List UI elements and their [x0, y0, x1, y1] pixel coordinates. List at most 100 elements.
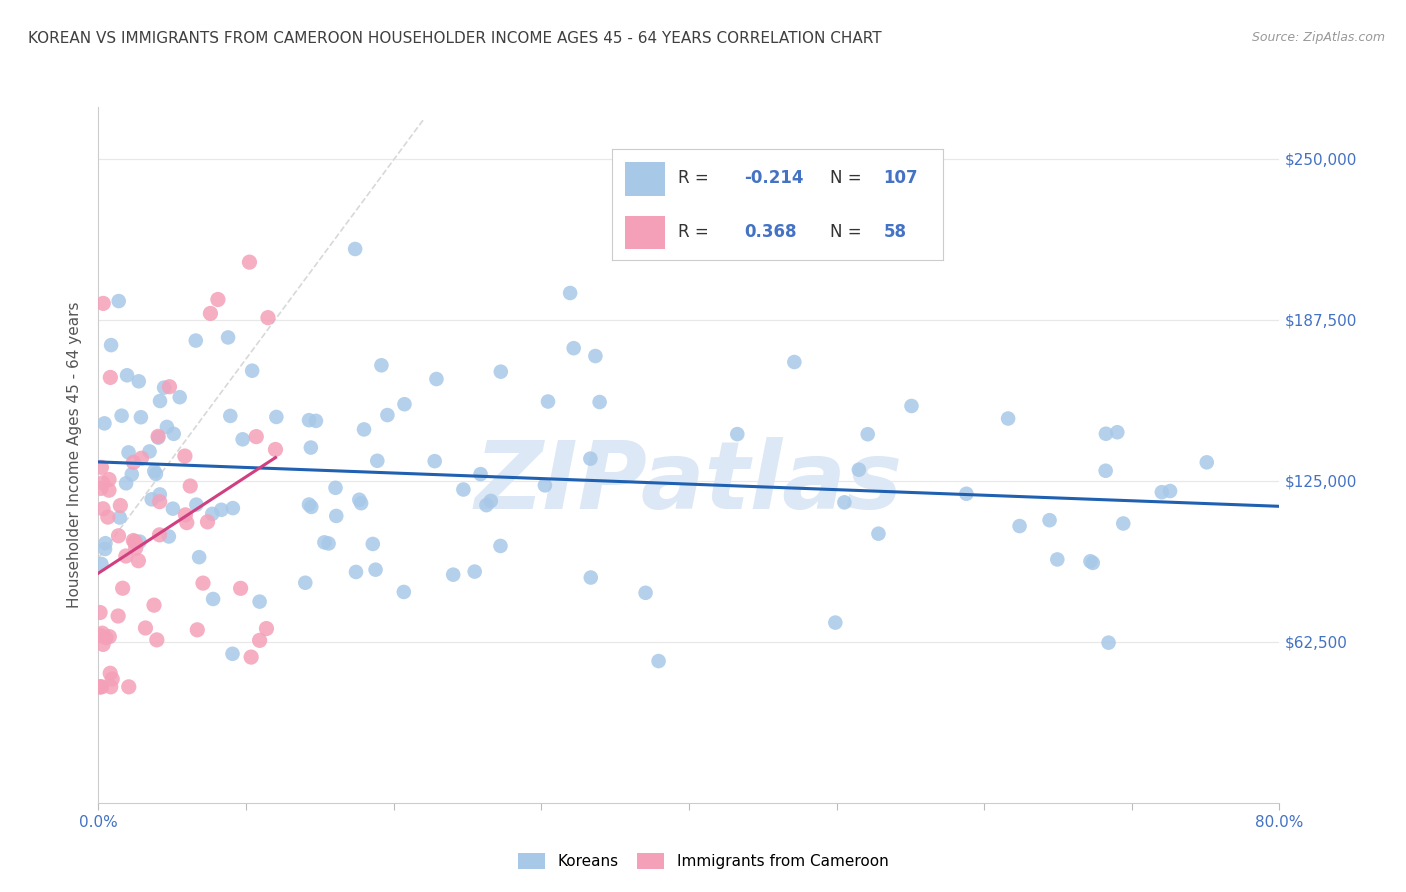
Point [115, 476, 138, 491]
Point [1008, 519, 1031, 533]
Point [423, 454, 446, 468]
Point [184, 334, 207, 348]
Point [201, 507, 224, 521]
Point [325, 508, 347, 523]
Point [149, 394, 172, 409]
Point [121, 467, 143, 482]
Point [100, 680, 122, 694]
Point [197, 515, 219, 529]
Point [94, 631, 117, 645]
Point [1046, 552, 1069, 566]
Point [159, 380, 181, 394]
Point [245, 430, 267, 444]
Point [141, 492, 163, 507]
Point [534, 478, 557, 492]
Point [353, 422, 375, 436]
Point [464, 565, 486, 579]
Point [191, 576, 214, 591]
Point [366, 454, 388, 468]
Point [169, 390, 191, 404]
Point [91, 626, 114, 640]
Point [90, 482, 112, 496]
Point [89, 680, 111, 694]
Point [110, 409, 132, 423]
Point [257, 310, 280, 325]
Point [441, 567, 464, 582]
Point [145, 467, 167, 481]
Point [143, 598, 166, 612]
Point [1081, 556, 1104, 570]
Point [377, 408, 399, 422]
Point [219, 409, 242, 423]
Point [298, 498, 321, 512]
Point [579, 451, 602, 466]
Point [266, 409, 288, 424]
Point [117, 445, 139, 459]
Point [475, 498, 498, 512]
Text: Source: ZipAtlas.com: Source: ZipAtlas.com [1251, 31, 1385, 45]
Point [1094, 464, 1116, 478]
Point [425, 372, 447, 386]
Point [186, 498, 208, 512]
Point [134, 621, 156, 635]
Point [149, 494, 172, 508]
Point [122, 533, 145, 548]
Point [108, 510, 131, 524]
Point [470, 467, 492, 482]
Point [361, 537, 384, 551]
Point [222, 501, 245, 516]
Point [115, 368, 138, 383]
Point [1195, 455, 1218, 469]
Point [997, 411, 1019, 425]
Point [157, 529, 180, 543]
Point [305, 414, 328, 428]
Point [558, 285, 581, 300]
Point [89, 680, 111, 694]
Point [314, 535, 336, 549]
Point [232, 433, 254, 447]
Point [1159, 483, 1181, 498]
Point [90, 557, 112, 571]
Point [110, 499, 132, 513]
Point [264, 442, 287, 457]
Point [163, 426, 186, 441]
Point [107, 529, 129, 543]
Point [344, 242, 367, 256]
Point [118, 680, 141, 694]
Point [146, 632, 169, 647]
Point [1095, 426, 1118, 441]
Point [1038, 513, 1060, 527]
Point [344, 565, 367, 579]
Point [174, 449, 197, 463]
Point [299, 500, 322, 514]
Text: KOREAN VS IMMIGRANTS FROM CAMEROON HOUSEHOLDER INCOME AGES 45 - 64 YEARS CORRELA: KOREAN VS IMMIGRANTS FROM CAMEROON HOUSE… [28, 31, 882, 46]
Point [89, 606, 111, 620]
Point [848, 463, 870, 477]
Point [94, 536, 117, 550]
Point [489, 365, 512, 379]
Point [955, 487, 977, 501]
Point [489, 539, 512, 553]
Point [583, 349, 606, 363]
Point [153, 381, 176, 395]
Point [94, 541, 117, 556]
Point [98, 370, 121, 384]
Point [131, 451, 153, 466]
Point [325, 481, 347, 495]
Point [238, 255, 260, 269]
Point [129, 410, 152, 425]
Point [783, 355, 806, 369]
Point [479, 494, 502, 508]
Point [364, 563, 387, 577]
Point [148, 528, 170, 542]
Point [97, 510, 120, 524]
Point [856, 427, 879, 442]
Point [299, 441, 322, 455]
Point [146, 429, 169, 443]
Point [143, 464, 166, 478]
Point [107, 294, 129, 309]
Point [725, 427, 748, 442]
Point [90, 460, 112, 475]
Point [138, 444, 160, 458]
Point [101, 672, 124, 686]
